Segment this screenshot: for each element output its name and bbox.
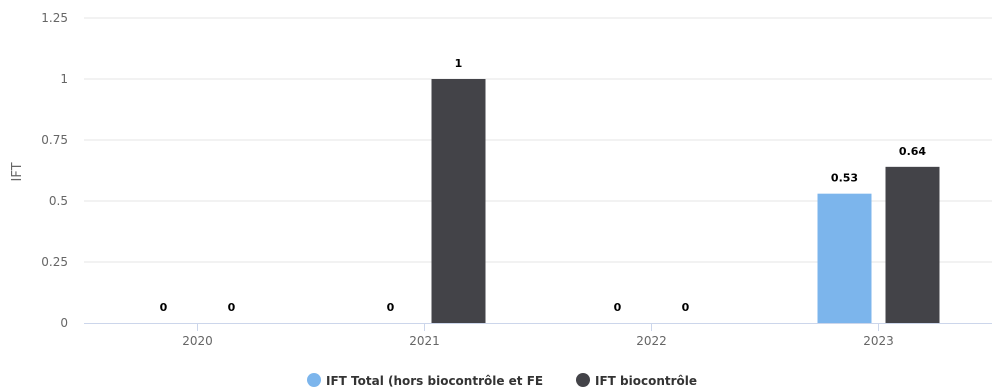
legend-item-label[interactable]: IFT biocontrôle [595, 374, 697, 387]
x-tick-label: 2022 [636, 334, 667, 348]
data-label: 0 [160, 301, 168, 314]
x-axis: 2020 2021 2022 2023 [84, 323, 992, 348]
bar[interactable] [431, 79, 486, 323]
legend-marker[interactable] [307, 373, 321, 387]
data-label: 0 [387, 301, 395, 314]
bars [431, 79, 940, 323]
legend: IFT Total (hors biocontrôle et FE IFT bio… [307, 373, 697, 387]
data-label: 0 [682, 301, 690, 314]
x-tick-label: 2023 [863, 334, 894, 348]
data-label: 0.64 [899, 145, 926, 158]
y-tick-label: 0.25 [41, 255, 68, 269]
legend-marker[interactable] [576, 373, 590, 387]
x-tick-label: 2020 [182, 334, 213, 348]
data-label: 1 [455, 57, 463, 70]
y-tick-label: 0.75 [41, 133, 68, 147]
y-tick-label: 0.5 [49, 194, 68, 208]
data-label: 0 [228, 301, 236, 314]
y-axis-title: IFT [10, 162, 25, 181]
x-tick-label: 2021 [409, 334, 440, 348]
data-label: 0 [614, 301, 622, 314]
legend-item-label[interactable]: IFT Total (hors biocontrôle et FE [326, 374, 543, 387]
y-tick-label: 1.25 [41, 11, 68, 25]
y-axis-ticks: 0 0.25 0.5 0.75 1 1.25 [41, 11, 68, 330]
y-tick-label: 0 [60, 316, 68, 330]
bar[interactable] [817, 193, 872, 323]
bar[interactable] [885, 166, 940, 323]
data-label: 0.53 [831, 172, 858, 185]
data-labels: 0 0 0 0.53 0 1 0 0.64 [160, 57, 927, 314]
y-tick-label: 1 [60, 72, 68, 86]
